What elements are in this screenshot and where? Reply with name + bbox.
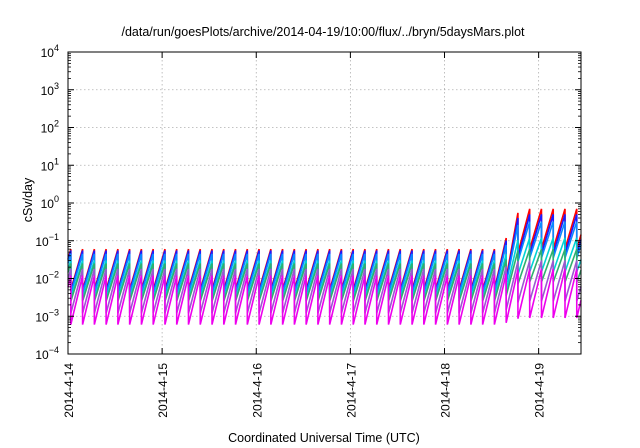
y-tick-label: 10−4 — [35, 345, 59, 362]
x-tick-label: 2014-4-19 — [533, 363, 547, 418]
y-tick-label: 10−2 — [35, 270, 59, 287]
x-tick-label: 2014-4-17 — [344, 363, 358, 418]
series-line-6 — [67, 260, 582, 314]
chart-title: /data/run/goesPlots/archive/2014-04-19/1… — [121, 25, 525, 39]
series-line-4 — [67, 237, 582, 299]
series-line-3 — [67, 221, 582, 294]
x-axis: 2014-4-14 2014-4-15 2014-4-16 2014-4-17 2014… — [62, 52, 547, 418]
y-tick-label: 10−1 — [35, 232, 59, 249]
x-tick-label: 2014-4-14 — [62, 363, 76, 418]
y-tick-label: 100 — [41, 194, 59, 211]
x-axis-label: Coordinated Universal Time (UTC) — [228, 431, 420, 445]
y-axis: 10−4 10−3 10−2 10−1 100 101 102 103 104 — [35, 43, 581, 362]
x-tick-label: 2014-4-18 — [439, 363, 453, 418]
y-tick-label: 104 — [41, 43, 59, 60]
y-tick-label: 103 — [41, 81, 59, 98]
x-tick-label: 2014-4-16 — [250, 363, 264, 418]
series-line-7 — [67, 268, 582, 325]
y-tick-label: 10−3 — [35, 307, 59, 324]
x-tick-label: 2014-4-15 — [156, 363, 170, 418]
series-line-5 — [67, 248, 582, 302]
series-group — [67, 208, 582, 325]
y-tick-label: 101 — [41, 156, 59, 173]
y-tick-label: 102 — [41, 119, 59, 136]
y-axis-label: cSv/day — [21, 177, 35, 222]
